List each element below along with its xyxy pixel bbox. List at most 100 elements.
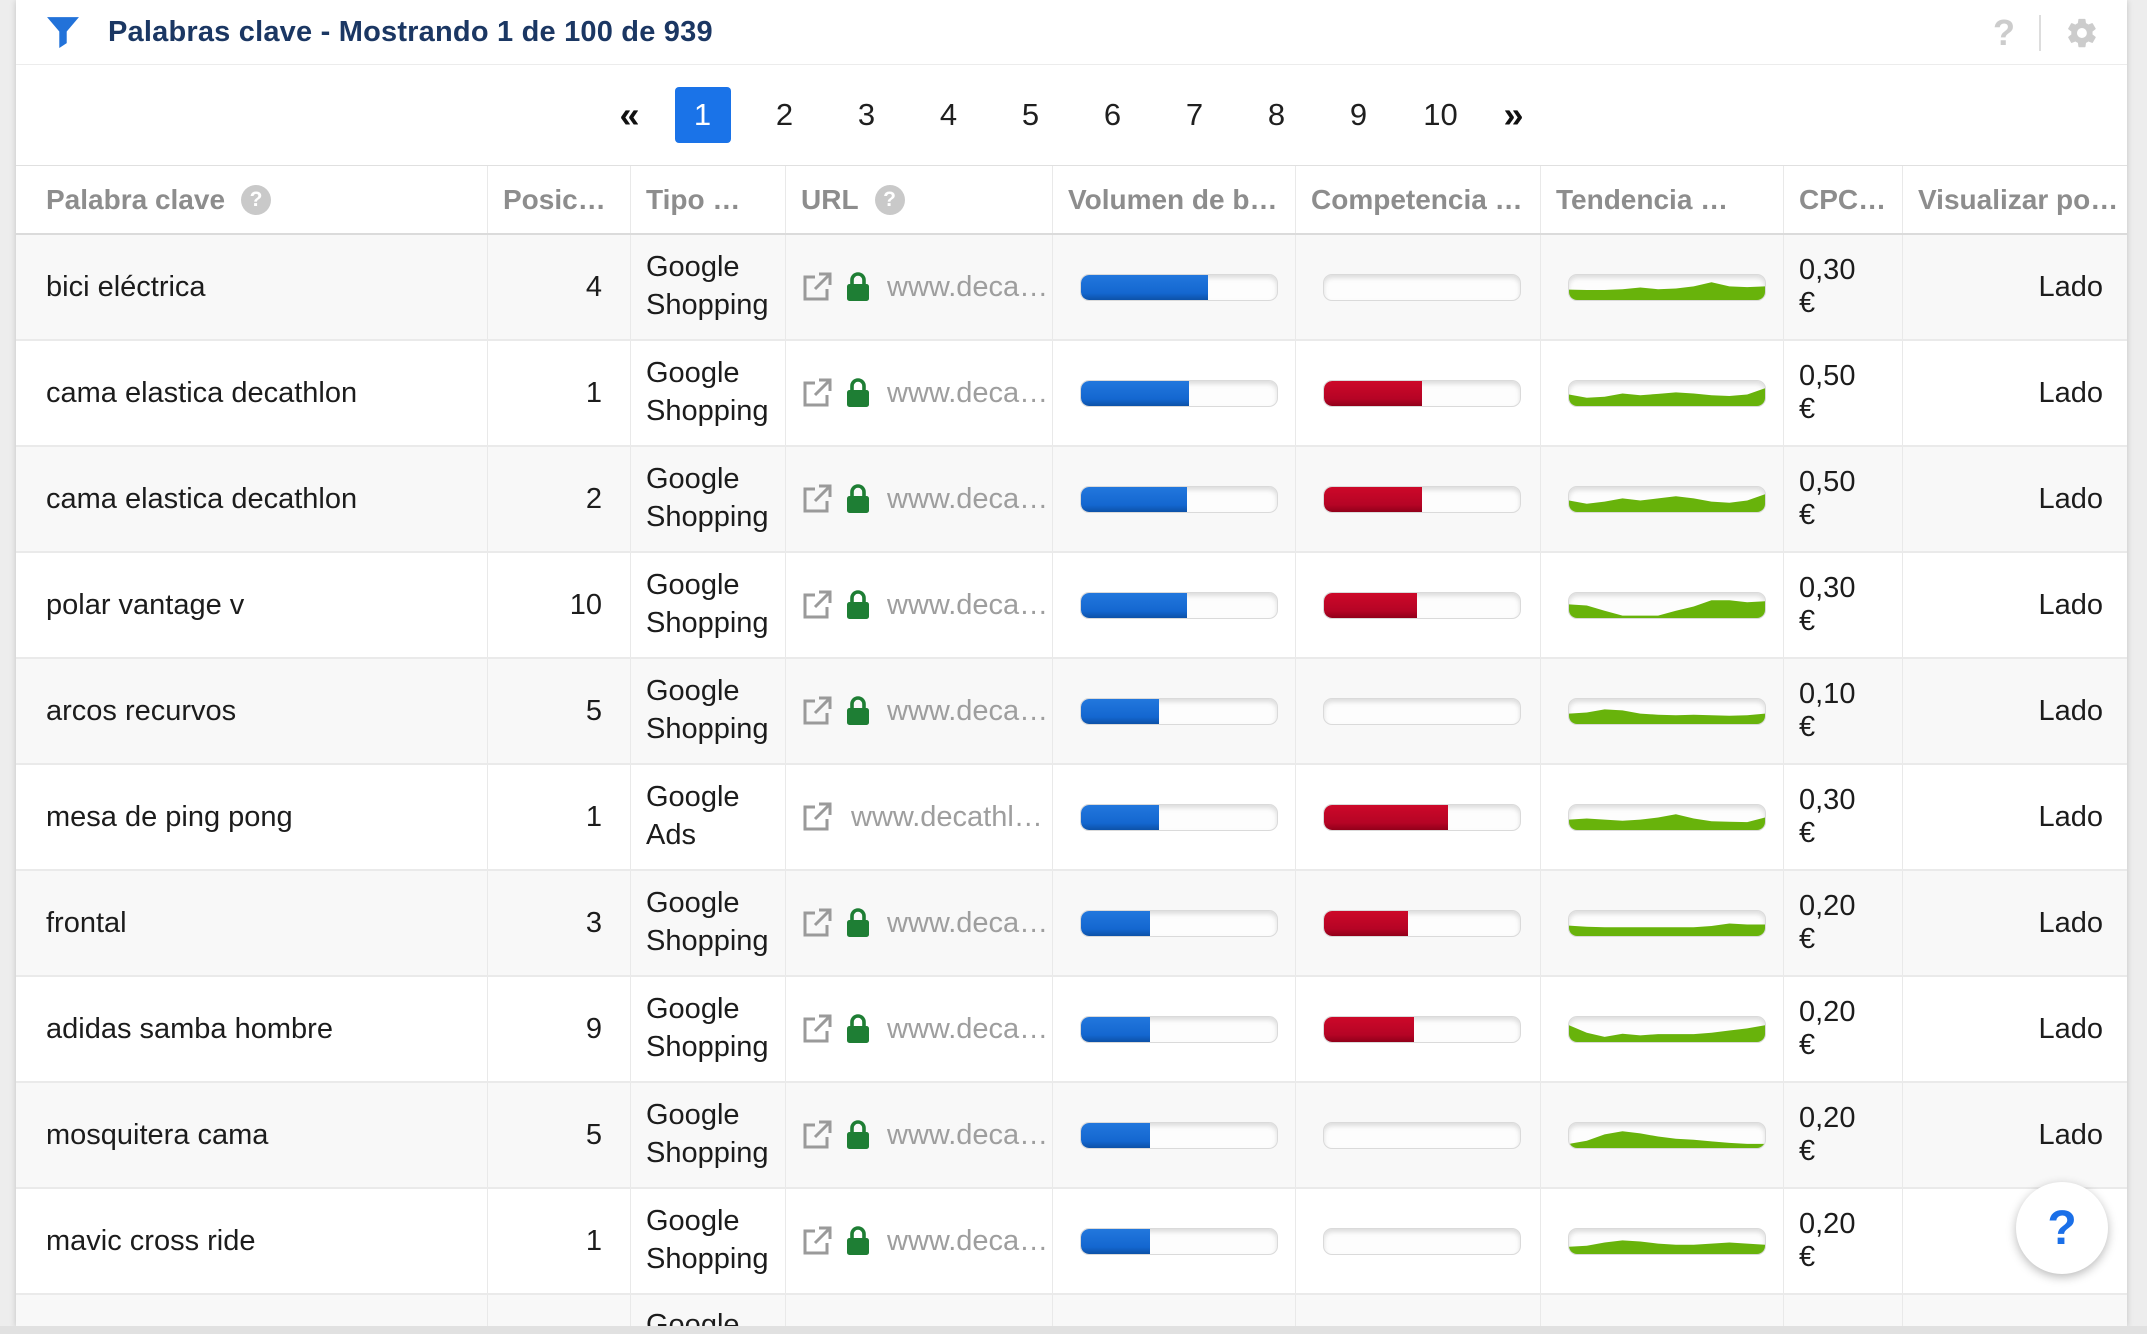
external-link-icon[interactable] [801, 801, 833, 833]
type-cell: Google Shopping [631, 977, 786, 1081]
lock-icon [847, 1014, 869, 1043]
trend-cell [1541, 341, 1784, 445]
external-link-icon[interactable] [801, 1013, 833, 1045]
volume-bar-fill [1081, 592, 1187, 618]
cpc-cell: 0,20 € [1784, 1189, 1903, 1293]
trend-cell [1541, 235, 1784, 339]
external-link-icon[interactable] [801, 589, 833, 621]
trend-track [1568, 485, 1766, 513]
competition-cell [1296, 659, 1541, 763]
gear-icon[interactable] [2065, 16, 2099, 50]
pagination-page-7[interactable]: 7 [1185, 97, 1204, 132]
competition-cell [1296, 1295, 1541, 1326]
keyword-cell: cama elastica decathlon [16, 447, 488, 551]
url-cell: www.deca… [786, 341, 1053, 445]
table-row: mavic cross ride 1 Google Shopping www.deca… [16, 1189, 2127, 1295]
title-bar-actions: ? [1993, 0, 2099, 65]
pagination-page-8[interactable]: 8 [1267, 97, 1286, 132]
trend-cell [1541, 977, 1784, 1081]
external-link-icon[interactable] [801, 695, 833, 727]
volume-bar-fill [1081, 804, 1160, 830]
pagination-page-9[interactable]: 9 [1349, 97, 1368, 132]
pagination-first-icon[interactable]: « [619, 94, 640, 135]
help-icon[interactable]: ? [1993, 11, 2015, 53]
external-link-icon[interactable] [801, 1225, 833, 1257]
column-header-competition[interactable]: Competencia … [1296, 166, 1541, 233]
url-link[interactable]: www.deca… [887, 1012, 1049, 1045]
keywords-panel: Palabras clave - Mostrando 1 de 100 de 9… [16, 0, 2127, 1326]
bottom-scroll-strip[interactable] [0, 1326, 2147, 1334]
pagination-page-10[interactable]: 10 [1423, 97, 1458, 132]
external-link-icon[interactable] [801, 1119, 833, 1151]
volume-cell [1053, 1189, 1296, 1293]
url-cell: www.deca… [786, 659, 1053, 763]
position-cell: 5 [488, 1083, 631, 1187]
url-link[interactable]: www.deca… [887, 906, 1049, 939]
column-header-position[interactable]: Posic… [488, 166, 631, 233]
pagination-page-6[interactable]: 6 [1103, 97, 1122, 132]
position-cell [488, 1295, 631, 1326]
competition-bar-fill [1324, 910, 1409, 936]
cpc-cell: 0,50 € [1784, 341, 1903, 445]
url-link[interactable]: www.deca… [887, 588, 1049, 621]
column-header-cpc[interactable]: CPC… [1784, 166, 1903, 233]
url-cell: www.decathl… [786, 765, 1053, 869]
trend-track [1568, 909, 1766, 937]
pagination-page-5[interactable]: 5 [1021, 97, 1040, 132]
external-link-icon[interactable] [801, 271, 833, 303]
external-link-icon[interactable] [801, 483, 833, 515]
column-header-url[interactable]: URL? [786, 166, 1053, 233]
volume-cell [1053, 553, 1296, 657]
external-link-icon[interactable] [801, 377, 833, 409]
cpc-cell: 0,30 € [1784, 235, 1903, 339]
competition-bar-fill [1324, 804, 1449, 830]
trend-sparkline [1569, 813, 1765, 830]
column-header-type[interactable]: Tipo … [631, 166, 786, 233]
competition-bar-track [1323, 1227, 1521, 1255]
pagination-page-3[interactable]: 3 [857, 97, 876, 132]
pagination-last-icon[interactable]: » [1503, 94, 1524, 135]
url-link[interactable]: www.deca… [887, 694, 1049, 727]
display-cell: Lado [2038, 800, 2103, 833]
table-body: bici eléctrica 4 Google Shopping www.deca… 0… [16, 235, 2127, 1326]
url-link[interactable]: www.deca… [887, 1118, 1049, 1151]
volume-bar-track [1080, 909, 1278, 937]
column-header-volume[interactable]: Volumen de b… [1053, 166, 1296, 233]
url-link[interactable]: www.deca… [887, 270, 1049, 303]
competition-bar-track [1323, 273, 1521, 301]
volume-bar-track [1080, 591, 1278, 619]
competition-cell [1296, 447, 1541, 551]
table-row: adidas samba hombre 9 Google Shopping www.d… [16, 977, 2127, 1083]
external-link-icon[interactable] [801, 907, 833, 939]
url-cell: www.deca… [786, 977, 1053, 1081]
column-header-keyword[interactable]: Palabra clave? [16, 166, 488, 233]
display-cell: Lado [2038, 1012, 2103, 1045]
lock-icon [847, 1226, 869, 1255]
trend-sparkline [1569, 1130, 1765, 1148]
competition-bar-fill [1324, 380, 1422, 406]
competition-bar-track [1323, 697, 1521, 725]
pagination-page-1[interactable]: 1 [674, 87, 731, 143]
column-help-icon[interactable]: ? [874, 184, 905, 215]
column-help-icon[interactable]: ? [241, 184, 272, 215]
cpc-cell: 0,30 € [1784, 553, 1903, 657]
pagination-page-4[interactable]: 4 [939, 97, 958, 132]
position-cell: 5 [488, 659, 631, 763]
url-link[interactable]: www.deca… [887, 376, 1049, 409]
url-link[interactable]: www.deca… [887, 1224, 1049, 1257]
trend-sparkline [1569, 493, 1765, 512]
url-link[interactable]: www.deca… [887, 482, 1049, 515]
table-row: polar vantage v 10 Google Shopping www.deca… [16, 553, 2127, 659]
volume-bar-fill [1081, 1122, 1150, 1148]
volume-cell [1053, 871, 1296, 975]
help-fab-button[interactable]: ? [2016, 1182, 2108, 1274]
title-bar: Palabras clave - Mostrando 1 de 100 de 9… [16, 0, 2127, 65]
volume-bar-fill [1081, 380, 1189, 406]
url-link[interactable]: www.decathl… [851, 800, 1043, 833]
column-header-display[interactable]: Visualizar po… [1903, 166, 2127, 233]
pagination: « 1 2 3 4 5 6 7 8 9 10 » [16, 65, 2127, 165]
pagination-page-2[interactable]: 2 [775, 97, 794, 132]
position-cell: 1 [488, 1189, 631, 1293]
column-header-trend[interactable]: Tendencia … [1541, 166, 1784, 233]
trend-sparkline [1569, 281, 1765, 300]
